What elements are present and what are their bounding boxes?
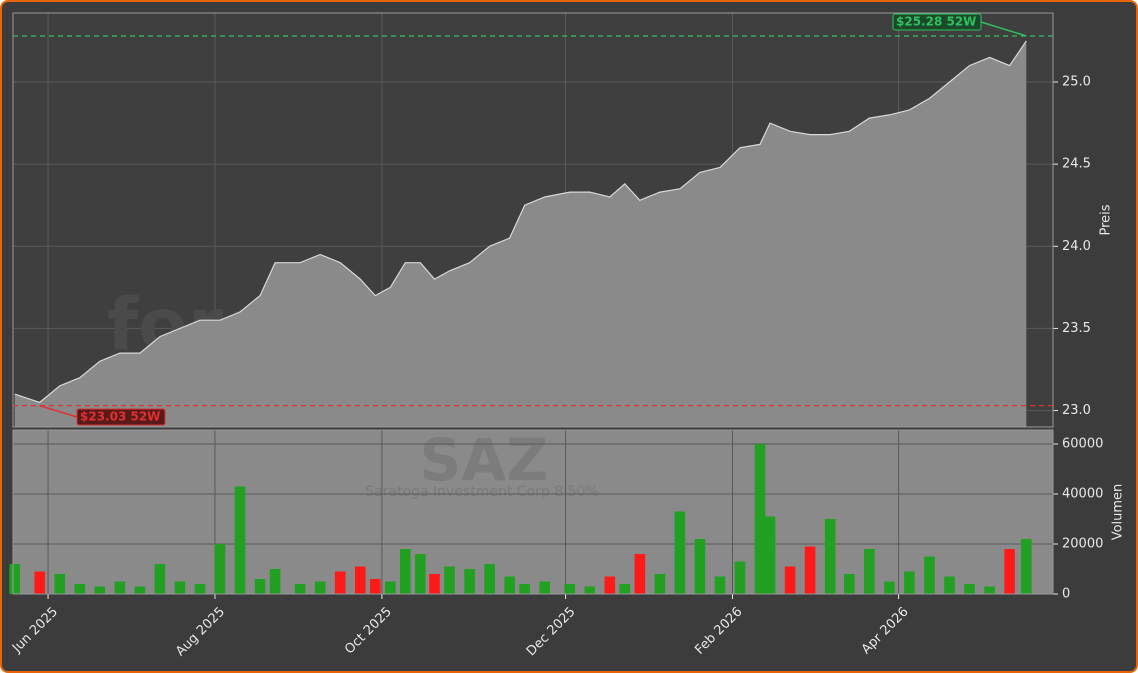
volume-bar [399,549,411,594]
volume-bar [269,569,281,594]
volume-bar [674,511,686,594]
volume-bar [944,576,955,594]
volume-bar [654,574,666,594]
y-tick-label: 60000 [1062,437,1103,452]
volume-bar [864,549,875,594]
volume-bar [964,584,975,594]
volume-bar [94,586,106,594]
volume-bar [354,566,366,594]
volume-panel [13,430,1053,594]
volume-bar [384,581,396,594]
volume-bar [924,556,935,594]
y-tick-label: 24.0 [1062,239,1091,254]
y-tick-label: 23.5 [1062,321,1091,336]
annotation-label: $23.03 52W [80,410,160,424]
volume-bar [114,581,126,594]
volume-bar [369,579,381,594]
x-tick-label: Aug 2025 [173,604,228,659]
volume-bar [1020,539,1032,594]
volume-bar [784,566,796,594]
volume-bar [694,539,706,594]
annotation-label: $25.28 52W [896,15,976,29]
panel-border [12,12,1054,428]
y-tick-label: 0 [1062,587,1070,602]
volume-bar [194,584,206,594]
volume-bar [519,584,530,594]
volume-bar [1004,549,1015,594]
volume-bar [984,586,995,594]
price-area [14,40,1027,428]
price-annotation: $25.28 52W [892,13,1027,37]
y-axis-label: Volumen [1111,484,1126,541]
volume-bar [484,564,495,594]
volume-bar [294,584,306,594]
volume-bar [634,554,646,594]
volume-bar [764,516,776,594]
annotation-arrow [39,404,78,418]
volume-bar [754,444,766,594]
volume-bar [174,581,186,594]
volume-bar [844,574,855,594]
volume-bar [134,586,146,594]
volume-bar [234,486,246,594]
volume-bar [884,581,895,594]
y-tick-label: 20000 [1062,537,1103,552]
volume-bar [619,584,631,594]
x-tick-label: Dec 2025 [524,604,579,659]
volume-bar [415,554,426,594]
y-tick-label: 40000 [1062,487,1103,502]
volume-bar [504,576,515,594]
volume-bar [429,574,440,594]
x-tick-label: Oct 2025 [342,604,395,657]
subtitle: Saratoga Investment Corp 8.50% [365,484,598,500]
y-tick-label: 23.0 [1062,403,1091,418]
volume-bar [714,576,726,594]
y-axis-label: Preis [1099,204,1114,235]
volume-bar [54,574,66,594]
volume-bar [824,519,836,594]
volume-bar [444,566,455,594]
volume-bar [9,564,20,594]
volume-bar [564,584,576,594]
volume-bar [584,586,596,594]
x-tick-label: Jun 2025 [9,604,61,656]
x-tick-label: Feb 2026 [692,604,745,657]
y-tick-label: 25.0 [1062,75,1091,90]
volume-bar [734,561,746,594]
volume-bar [34,571,46,594]
annotation-arrow [980,21,1027,37]
volume-bar [74,584,86,594]
volume-bar [334,571,346,594]
volume-bar [464,569,475,594]
title: SAZ [420,426,549,494]
y-tick-label: 24.5 [1062,157,1091,172]
volume-bar [539,581,550,594]
volume-bar [604,576,616,594]
panel-border [12,429,1054,595]
x-tick-label: Apr 2026 [859,604,912,657]
volume-bar [254,579,266,594]
volume-bar [154,564,166,594]
price-line [14,40,1027,404]
price-annotation: $23.03 52W [39,404,166,426]
volume-bar [214,544,226,594]
volume-bar [904,571,915,594]
volume-bar [314,581,326,594]
volume-bar [804,546,816,594]
